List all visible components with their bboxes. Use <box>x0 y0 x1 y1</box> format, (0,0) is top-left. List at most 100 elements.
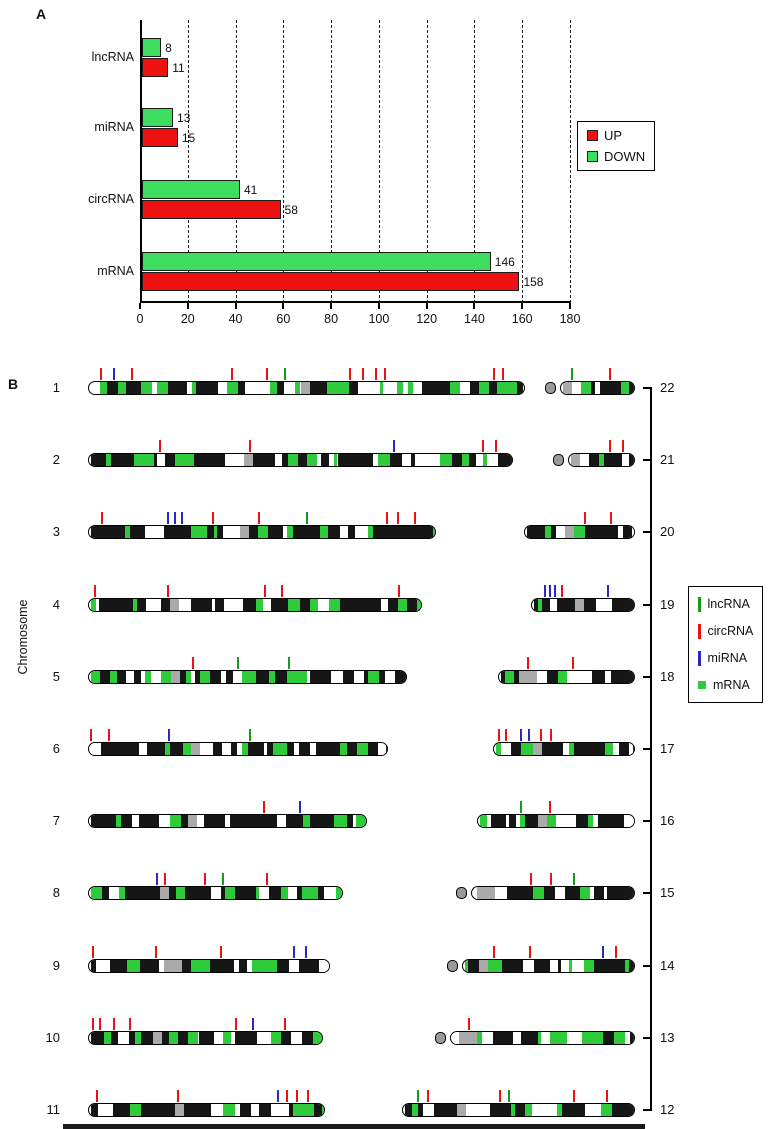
chromosome-band <box>215 598 225 611</box>
chromosome-band <box>541 743 552 755</box>
chromosome-band <box>565 526 575 539</box>
chromosome-band <box>534 959 540 972</box>
chromosome-band <box>544 526 552 539</box>
chromosome-band <box>144 526 154 539</box>
chromosome-band <box>536 1104 548 1116</box>
chromosome-band <box>182 959 192 972</box>
chromosome-band <box>613 743 620 755</box>
category-label: lncRNA <box>91 50 134 64</box>
rna-mark-circRNA <box>396 512 399 525</box>
chromosome-band <box>453 1031 459 1044</box>
chromosome-band <box>610 382 622 394</box>
legend-item-down: DOWN <box>587 149 645 164</box>
chromosome-band <box>276 959 289 972</box>
rna-mark-circRNA <box>540 729 543 741</box>
chromosome-band <box>581 382 591 394</box>
chromosome-band <box>251 959 258 972</box>
chromosome-number-left: 3 <box>52 524 60 540</box>
rna-mark-lncRNA <box>249 729 251 741</box>
chromosome-band <box>524 815 531 828</box>
chromosome-band <box>149 598 154 611</box>
chromosome-band <box>588 815 593 828</box>
x-tick-label: 20 <box>180 312 195 326</box>
chromosome-band <box>460 382 471 394</box>
chromosome-band <box>123 454 134 467</box>
right-axis-tick <box>643 964 652 967</box>
chromosome-band <box>173 526 180 539</box>
chromosome-band <box>136 382 142 394</box>
chromosome-band <box>308 1104 315 1116</box>
chromosome-number-left: 5 <box>52 668 60 684</box>
chromosome-band <box>279 743 287 755</box>
chromosome-band <box>385 743 387 755</box>
chromosome-band <box>294 815 304 828</box>
chromosome-band <box>619 743 629 755</box>
chromosome-ideogram <box>88 453 513 468</box>
chromosome-band <box>343 670 355 683</box>
bar-down-mirna <box>142 108 174 127</box>
chromosome-band <box>494 815 506 828</box>
chromosome-band <box>209 959 215 972</box>
chromosome-band <box>116 815 122 828</box>
chromosome-band <box>467 1031 477 1044</box>
chromosome-band <box>487 454 495 467</box>
bar-down-mrna <box>142 252 491 271</box>
mirna-glyph <box>698 650 701 666</box>
chromosome-band <box>470 382 479 394</box>
chromosome-band <box>594 382 601 394</box>
chromosome-band <box>91 598 97 611</box>
chromosome-band <box>508 815 517 828</box>
chromosome-band <box>197 815 205 828</box>
chromosome-band <box>122 598 134 611</box>
rna-mark-circRNA <box>527 656 530 669</box>
bar-down-lncrna <box>142 38 162 57</box>
chromosome-band <box>516 815 520 828</box>
bar-value-label: 146 <box>494 255 515 269</box>
chromosome-band <box>203 887 211 900</box>
legend-swatch <box>587 151 598 162</box>
chromosome-band <box>527 526 536 539</box>
chromosome-band <box>155 815 160 828</box>
chromosome-band <box>589 454 599 467</box>
chromosome-band <box>584 526 593 539</box>
chromosome-band <box>430 454 440 467</box>
chromosome-band <box>580 887 591 900</box>
x-axis-tick <box>234 303 237 309</box>
chromosome-band <box>159 815 170 828</box>
chromosome-band <box>590 382 595 394</box>
rna-mark-circRNA <box>573 1090 576 1102</box>
chromosome-band <box>378 454 390 467</box>
chromosome-band <box>513 887 524 900</box>
chromosome-band <box>561 1104 569 1116</box>
chromosome-band <box>517 382 524 394</box>
chromosome-band <box>550 1031 559 1044</box>
chromosome-band <box>468 454 476 467</box>
chromosome-band <box>488 959 494 972</box>
chromosome-band <box>416 598 421 611</box>
chromosome-band <box>372 454 379 467</box>
chromosome-band <box>568 959 572 972</box>
x-axis-tick <box>521 303 524 309</box>
chromosome-band <box>309 526 320 539</box>
rna-mark-circRNA <box>248 440 251 453</box>
chromosome-band <box>523 887 533 900</box>
chromosome-band <box>141 1104 149 1116</box>
chart-axes <box>140 20 571 303</box>
chromosome-band <box>301 1104 309 1116</box>
rna-mark-circRNA <box>550 729 553 741</box>
chromosome-band <box>532 1031 538 1044</box>
chromosome-band <box>109 959 116 972</box>
chromosome-band <box>537 1031 541 1044</box>
chromosome-band <box>580 454 590 467</box>
rna-mark-circRNA <box>414 512 417 525</box>
chromosome-band <box>596 598 602 611</box>
chromosome-band <box>598 454 605 467</box>
chromosome-band <box>282 526 288 539</box>
chromosome-band <box>263 743 268 755</box>
chromosome-number-left: 1 <box>52 380 60 395</box>
chromosome-ideogram <box>450 1030 635 1045</box>
chromosome-band <box>379 382 384 394</box>
chromosome-band <box>167 382 177 394</box>
chromosome-band <box>148 959 159 972</box>
chromosome-band <box>300 598 310 611</box>
